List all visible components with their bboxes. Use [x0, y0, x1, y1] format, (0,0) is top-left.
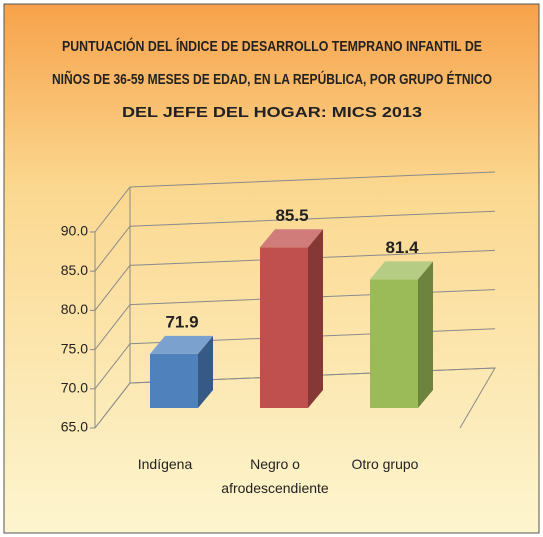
- grid-line: [94, 210, 496, 272]
- bar-side: [198, 335, 213, 408]
- bar-top: [150, 335, 213, 354]
- data-label: 71.9: [165, 312, 198, 331]
- bar-side: [418, 261, 433, 408]
- x-tick-label: Otro grupo: [352, 456, 419, 472]
- bar-top: [260, 229, 323, 248]
- bar: [150, 353, 198, 408]
- y-tick-label: 85.0: [61, 262, 88, 278]
- y-tick-label: 70.0: [61, 380, 88, 396]
- x-tick-label: Indígena: [138, 456, 193, 472]
- grid-line: [94, 171, 496, 233]
- chart-title: NIÑOS DE 36-59 MESES DE EDAD, EN LA REPÚ…: [52, 70, 492, 88]
- bar: [260, 247, 308, 408]
- bar-top: [370, 261, 433, 280]
- bar: [370, 279, 418, 408]
- data-label: 85.5: [275, 206, 308, 225]
- grid-line: [94, 249, 496, 311]
- y-tick-label: 65.0: [61, 419, 88, 435]
- data-label: 81.4: [385, 238, 419, 257]
- bar-side: [308, 229, 323, 408]
- y-tick-label: 90.0: [61, 223, 88, 239]
- y-tick-label: 75.0: [61, 340, 88, 356]
- x-tick-label: Negro o afrodescendiente: [221, 456, 329, 496]
- y-tick-label: 80.0: [61, 301, 88, 317]
- chart-title: DEL JEFE DEL HOGAR: MICS 2013: [122, 104, 422, 121]
- chart-title: PUNTUACIÓN DEL ÍNDICE DE DESARROLLO TEMP…: [62, 37, 482, 55]
